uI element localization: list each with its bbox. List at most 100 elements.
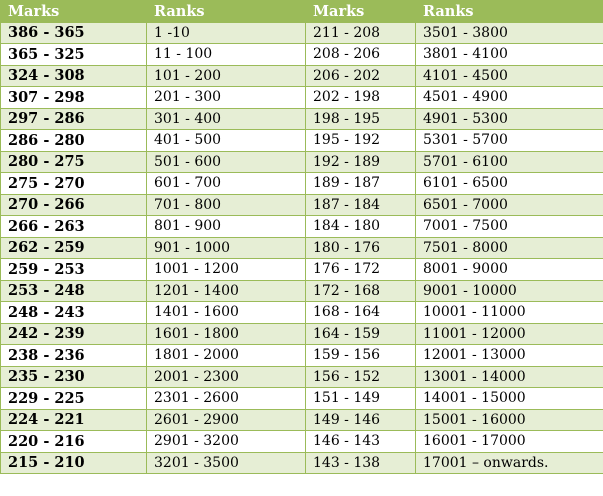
cell-ranks-right: 4101 - 4500	[415, 64, 603, 87]
cell-ranks-right: 3501 - 3800	[415, 21, 603, 44]
table-row: 242 - 239 1601 - 1800 164 - 159 11001 - 120…	[0, 322, 603, 345]
cell-marks-right: 156 - 152	[305, 365, 416, 388]
table-row: 275 - 270 601 - 700 189 - 187 6101 - 6500	[0, 172, 603, 195]
cell-marks-left: 266 - 263	[0, 215, 147, 238]
cell-ranks-right: 5701 - 6100	[415, 150, 603, 173]
table-row: 307 - 298 201 - 300 202 - 198 4501 - 4900	[0, 86, 603, 109]
cell-marks-right: 180 - 176	[305, 236, 416, 259]
cell-marks-left: 365 - 325	[0, 43, 147, 66]
cell-marks-right: 151 - 149	[305, 387, 416, 410]
table-row: 238 - 236 1801 - 2000 159 - 156 12001 - 130…	[0, 344, 603, 367]
cell-ranks-left: 201 - 300	[146, 86, 306, 109]
header-row: Marks Ranks Marks Ranks	[0, 0, 603, 23]
header-ranks-right: Ranks	[415, 0, 603, 23]
table-row: 224 - 221 2601 - 2900 149 - 146 15001 - 160…	[0, 408, 603, 431]
cell-marks-left: 248 - 243	[0, 301, 147, 324]
cell-marks-left: 220 - 216	[0, 430, 147, 453]
cell-ranks-left: 701 - 800	[146, 193, 306, 216]
table-row: 324 - 308 101 - 200 206 - 202 4101 - 4500	[0, 64, 603, 87]
cell-marks-left: 280 - 275	[0, 150, 147, 173]
cell-ranks-left: 1801 - 2000	[146, 344, 306, 367]
header-marks-left: Marks	[0, 0, 147, 23]
cell-marks-right: 189 - 187	[305, 172, 416, 195]
cell-marks-left: 229 - 225	[0, 387, 147, 410]
cell-ranks-right: 3801 - 4100	[415, 43, 603, 66]
cell-ranks-left: 601 - 700	[146, 172, 306, 195]
cell-marks-left: 259 - 253	[0, 258, 147, 281]
cell-ranks-left: 301 - 400	[146, 107, 306, 130]
header-marks-right: Marks	[305, 0, 416, 23]
table-row: 386 - 365 1 -10 211 - 208 3501 - 3800	[0, 21, 603, 44]
cell-ranks-left: 1401 - 1600	[146, 301, 306, 324]
cell-marks-right: 202 - 198	[305, 86, 416, 109]
cell-ranks-left: 1 -10	[146, 21, 306, 44]
cell-ranks-right: 9001 - 10000	[415, 279, 603, 302]
cell-marks-left: 253 - 248	[0, 279, 147, 302]
table-row: 297 - 286 301 - 400 198 - 195 4901 - 5300	[0, 107, 603, 130]
cell-ranks-right: 17001 – onwards.	[415, 451, 603, 474]
cell-marks-right: 176 - 172	[305, 258, 416, 281]
cell-marks-right: 198 - 195	[305, 107, 416, 130]
cell-marks-right: 206 - 202	[305, 64, 416, 87]
cell-marks-right: 164 - 159	[305, 322, 416, 345]
cell-marks-right: 146 - 143	[305, 430, 416, 453]
cell-ranks-right: 15001 - 16000	[415, 408, 603, 431]
header-ranks-left: Ranks	[146, 0, 306, 23]
table-row: 365 - 325 11 - 100 208 - 206 3801 - 4100	[0, 43, 603, 66]
cell-ranks-left: 1201 - 1400	[146, 279, 306, 302]
cell-ranks-left: 2601 - 2900	[146, 408, 306, 431]
cell-ranks-left: 2001 - 2300	[146, 365, 306, 388]
cell-ranks-right: 8001 - 9000	[415, 258, 603, 281]
cell-marks-left: 235 - 230	[0, 365, 147, 388]
cell-ranks-left: 11 - 100	[146, 43, 306, 66]
cell-ranks-left: 3201 - 3500	[146, 451, 306, 474]
cell-ranks-right: 4901 - 5300	[415, 107, 603, 130]
table-row: 248 - 243 1401 - 1600 168 - 164 10001 - 110…	[0, 301, 603, 324]
cell-ranks-left: 1001 - 1200	[146, 258, 306, 281]
cell-ranks-right: 6501 - 7000	[415, 193, 603, 216]
cell-ranks-right: 7501 - 8000	[415, 236, 603, 259]
cell-ranks-left: 1601 - 1800	[146, 322, 306, 345]
table-row: 286 - 280 401 - 500 195 - 192 5301 - 5700	[0, 129, 603, 152]
cell-ranks-right: 16001 - 17000	[415, 430, 603, 453]
table-row: 215 - 210 3201 - 3500 143 - 138 17001 – onw…	[0, 451, 603, 474]
cell-ranks-right: 11001 - 12000	[415, 322, 603, 345]
cell-marks-right: 195 - 192	[305, 129, 416, 152]
cell-ranks-right: 7001 - 7500	[415, 215, 603, 238]
cell-marks-left: 275 - 270	[0, 172, 147, 195]
table-header: Marks Ranks Marks Ranks	[0, 0, 603, 23]
table-row: 229 - 225 2301 - 2600 151 - 149 14001 - 150…	[0, 387, 603, 410]
table-row: 270 - 266 701 - 800 187 - 184 6501 - 7000	[0, 193, 603, 216]
cell-ranks-left: 2301 - 2600	[146, 387, 306, 410]
cell-ranks-right: 5301 - 5700	[415, 129, 603, 152]
cell-ranks-left: 2901 - 3200	[146, 430, 306, 453]
cell-ranks-right: 4501 - 4900	[415, 86, 603, 109]
cell-marks-right: 187 - 184	[305, 193, 416, 216]
cell-ranks-left: 901 - 1000	[146, 236, 306, 259]
cell-ranks-right: 6101 - 6500	[415, 172, 603, 195]
cell-marks-right: 172 - 168	[305, 279, 416, 302]
cell-marks-left: 215 - 210	[0, 451, 147, 474]
table-row: 259 - 253 1001 - 1200 176 - 172 8001 - 9000	[0, 258, 603, 281]
cell-ranks-right: 10001 - 11000	[415, 301, 603, 324]
marks-ranks-table: Marks Ranks Marks Ranks 386 - 365 1 -10 21…	[0, 0, 603, 474]
cell-ranks-left: 401 - 500	[146, 129, 306, 152]
cell-marks-left: 224 - 221	[0, 408, 147, 431]
table-body: 386 - 365 1 -10 211 - 208 3501 - 3800 365 - …	[0, 21, 603, 474]
cell-ranks-left: 501 - 600	[146, 150, 306, 173]
table-row: 220 - 216 2901 - 3200 146 - 143 16001 - 170…	[0, 430, 603, 453]
cell-marks-left: 286 - 280	[0, 129, 147, 152]
cell-marks-left: 386 - 365	[0, 21, 147, 44]
cell-ranks-left: 101 - 200	[146, 64, 306, 87]
cell-marks-left: 238 - 236	[0, 344, 147, 367]
cell-marks-left: 242 - 239	[0, 322, 147, 345]
cell-marks-right: 211 - 208	[305, 21, 416, 44]
cell-marks-right: 168 - 164	[305, 301, 416, 324]
cell-ranks-right: 12001 - 13000	[415, 344, 603, 367]
cell-marks-right: 149 - 146	[305, 408, 416, 431]
cell-ranks-left: 801 - 900	[146, 215, 306, 238]
cell-ranks-right: 13001 - 14000	[415, 365, 603, 388]
cell-marks-right: 208 - 206	[305, 43, 416, 66]
table-row: 280 - 275 501 - 600 192 - 189 5701 - 6100	[0, 150, 603, 173]
table-row: 262 - 259 901 - 1000 180 - 176 7501 - 8000	[0, 236, 603, 259]
